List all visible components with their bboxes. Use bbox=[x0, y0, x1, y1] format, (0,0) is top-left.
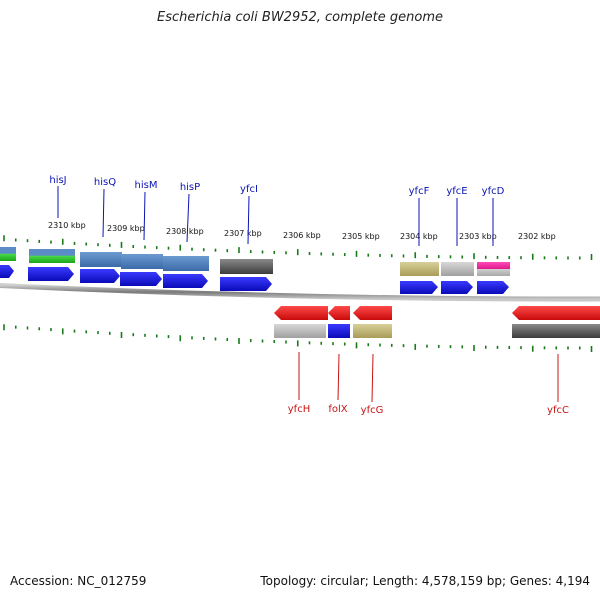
cds-arrow[interactable] bbox=[512, 306, 600, 320]
gene-label-yfcE[interactable]: yfcE bbox=[446, 186, 467, 197]
feature-box[interactable] bbox=[441, 262, 474, 276]
scale-tick-label: 2303 kbp bbox=[459, 232, 497, 241]
scale-tick-label: 2308 kbp bbox=[166, 227, 204, 236]
gene-label-yfcI[interactable]: yfcI bbox=[240, 184, 258, 195]
feature-box[interactable] bbox=[400, 262, 439, 276]
cds-arrow[interactable] bbox=[353, 306, 392, 320]
gene-label-yfcD[interactable]: yfcD bbox=[482, 186, 505, 197]
scale-labels: 2310 kbp 2309 kbp 2308 kbp 2307 kbp 2306… bbox=[48, 221, 556, 241]
genome-title: Escherichia coli BW2952, complete genome bbox=[157, 10, 443, 25]
cds-arrow[interactable] bbox=[477, 281, 509, 294]
gene-label-yfcH[interactable]: yfcH bbox=[288, 404, 310, 415]
label-leader-line bbox=[247, 195, 250, 245]
gene-label-yfcG[interactable]: yfcG bbox=[361, 405, 384, 416]
scale-tick-label: 2309 kbp bbox=[107, 224, 145, 233]
label-leader-line bbox=[337, 353, 340, 401]
label-leader-line bbox=[143, 191, 146, 241]
gene-label-hisJ[interactable]: hisJ bbox=[49, 175, 66, 186]
accession-text: Accession: NC_012759 bbox=[10, 574, 147, 588]
cds-arrow[interactable] bbox=[328, 306, 350, 320]
feature-box[interactable] bbox=[477, 262, 510, 276]
reverse-gene-labels: yfcH folX yfcG yfcC bbox=[288, 352, 569, 416]
forward-features bbox=[0, 247, 510, 276]
cds-arrow[interactable] bbox=[220, 277, 272, 291]
cds-arrow[interactable] bbox=[163, 274, 208, 288]
feature-box[interactable] bbox=[512, 324, 600, 338]
label-leader-line bbox=[371, 353, 374, 403]
cds-arrow[interactable] bbox=[274, 306, 328, 320]
gene-label-hisP[interactable]: hisP bbox=[180, 182, 200, 193]
gene-label-yfcF[interactable]: yfcF bbox=[409, 186, 430, 197]
genome-summary-text: Topology: circular; Length: 4,578,159 bp… bbox=[260, 574, 590, 588]
forward-cds-arrows bbox=[0, 265, 509, 294]
gene-label-folX[interactable]: folX bbox=[328, 404, 347, 415]
feature-box[interactable] bbox=[29, 249, 75, 263]
cds-arrow[interactable] bbox=[0, 265, 14, 278]
cds-arrow[interactable] bbox=[28, 267, 74, 281]
feature-box[interactable] bbox=[328, 324, 350, 338]
cds-arrow[interactable] bbox=[120, 272, 162, 286]
feature-box[interactable] bbox=[274, 324, 326, 338]
gene-label-yfcC[interactable]: yfcC bbox=[547, 405, 569, 416]
gene-label-hisM[interactable]: hisM bbox=[135, 180, 158, 191]
label-leader-line bbox=[186, 193, 190, 243]
cds-arrow[interactable] bbox=[80, 269, 120, 283]
outer-tick-ruler bbox=[3, 235, 593, 260]
cds-arrow[interactable] bbox=[400, 281, 438, 294]
feature-box[interactable] bbox=[353, 324, 392, 338]
scale-tick-label: 2302 kbp bbox=[518, 232, 556, 241]
genome-backbone bbox=[0, 282, 600, 302]
scale-tick-label: 2306 kbp bbox=[283, 231, 321, 240]
reverse-cds-arrows bbox=[274, 306, 600, 320]
cds-arrow[interactable] bbox=[441, 281, 473, 294]
scale-tick-label: 2305 kbp bbox=[342, 232, 380, 241]
inner-tick-ruler bbox=[3, 324, 593, 352]
gene-label-hisQ[interactable]: hisQ bbox=[94, 177, 116, 188]
feature-box[interactable] bbox=[80, 252, 122, 267]
feature-box[interactable] bbox=[0, 247, 16, 261]
feature-box[interactable] bbox=[121, 254, 163, 269]
reverse-features bbox=[274, 324, 600, 338]
forward-gene-labels: hisJ hisQ hisM hisP yfcI yfcF yfcE yfcD bbox=[49, 175, 505, 246]
scale-tick-label: 2310 kbp bbox=[48, 221, 86, 230]
feature-box[interactable] bbox=[220, 259, 273, 274]
scale-tick-label: 2307 kbp bbox=[224, 229, 262, 238]
feature-box[interactable] bbox=[163, 256, 209, 271]
label-leader-line bbox=[102, 188, 105, 238]
